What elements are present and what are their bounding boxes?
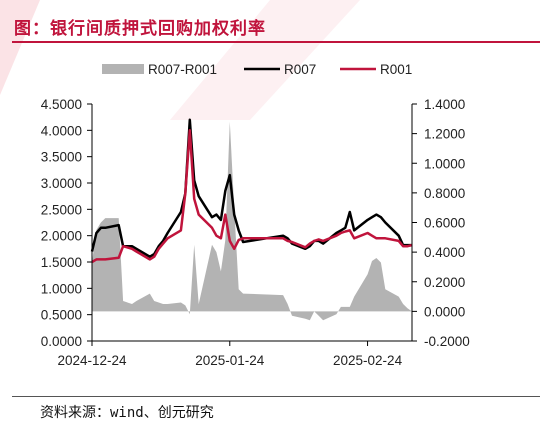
left-tick-label: 2.5000	[41, 202, 82, 217]
x-tick-label: 2025-02-24	[333, 353, 403, 368]
right-tick-label: -0.2000	[424, 334, 470, 349]
right-tick-label: 1.0000	[424, 156, 465, 171]
left-tick-label: 2.0000	[41, 229, 82, 244]
page-title: 图：银行间质押式回购加权利率	[14, 19, 266, 39]
left-axis-ticks: 0.0000 0.5000 1.0000 1.5000 2.0000 2.5000 3.00…	[41, 97, 92, 349]
left-tick-label: 4.5000	[41, 97, 82, 112]
series-line-r007	[90, 118, 412, 258]
right-tick-label: 1.2000	[424, 127, 465, 142]
legend: R007-R001 R007 R001	[102, 62, 412, 77]
left-tick-label: 0.0000	[41, 334, 82, 349]
right-tick-label: 0.2000	[424, 275, 465, 290]
right-tick-label: 0.0000	[424, 304, 465, 319]
legend-label-r007: R007	[284, 62, 316, 77]
left-tick-label: 3.5000	[41, 150, 82, 165]
left-tick-label: 1.5000	[41, 255, 82, 270]
x-axis-ticks: 2024-12-24 2025-01-24 2025-02-24	[57, 341, 403, 368]
series-line-r001	[91, 129, 413, 264]
title-underline	[12, 41, 540, 43]
left-tick-label: 1.0000	[41, 281, 82, 296]
x-tick-label: 2024-12-24	[57, 353, 127, 368]
legend-label-spread: R007-R001	[148, 62, 217, 77]
right-tick-label: 0.4000	[424, 245, 465, 260]
left-tick-label: 0.5000	[41, 308, 82, 323]
right-tick-label: 1.4000	[424, 97, 465, 112]
legend-swatch-spread	[102, 64, 144, 74]
footer-rule	[12, 396, 540, 397]
corner-stripe-left	[0, 0, 40, 95]
right-axis-ticks: -0.2000 0.0000 0.2000 0.4000 0.6000 0.8000 1.0…	[412, 97, 470, 349]
x-tick-label: 2025-01-24	[195, 353, 265, 368]
right-tick-label: 0.8000	[424, 186, 465, 201]
legend-label-r001: R001	[380, 62, 412, 77]
series-area-spread	[92, 121, 412, 321]
left-tick-label: 3.0000	[41, 176, 82, 191]
left-tick-label: 4.0000	[41, 123, 82, 138]
corner-stripe-mid	[170, 0, 360, 120]
plot-area	[90, 118, 413, 321]
right-tick-label: 0.6000	[424, 216, 465, 231]
source-note: 资料来源：wind、创元研究	[40, 405, 214, 421]
